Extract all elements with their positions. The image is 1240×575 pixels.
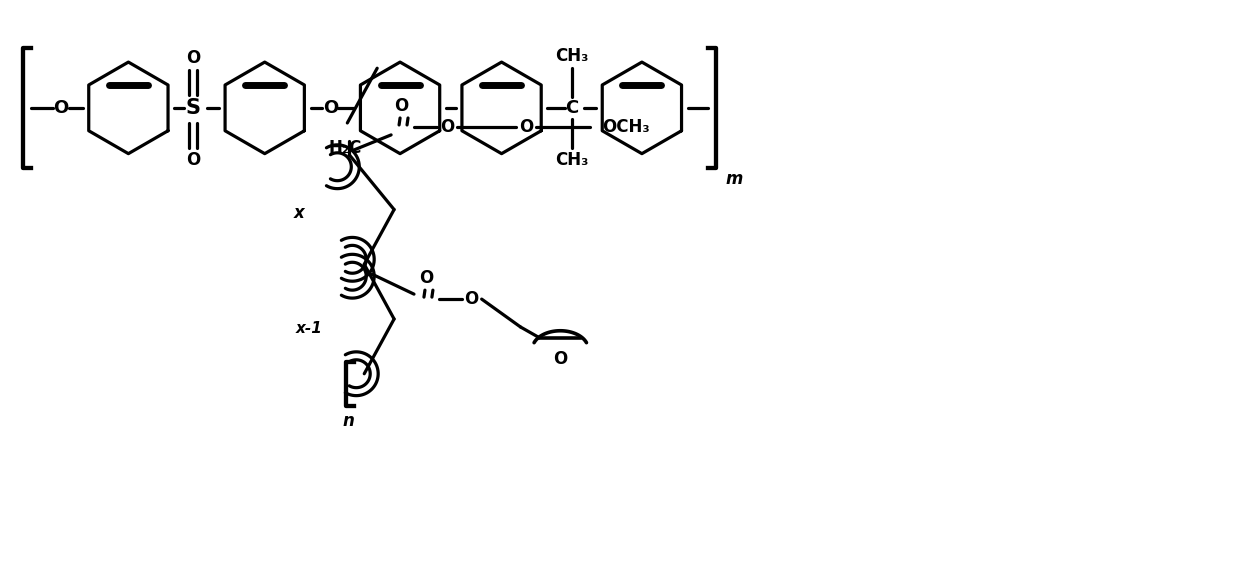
Text: n: n	[342, 412, 355, 430]
Text: O: O	[394, 97, 408, 115]
Text: CH₃: CH₃	[556, 47, 589, 65]
Text: x-1: x-1	[296, 321, 322, 336]
Text: O: O	[465, 290, 479, 308]
Text: O: O	[322, 99, 339, 117]
Text: CH₃: CH₃	[556, 151, 589, 168]
Text: m: m	[725, 170, 743, 187]
Text: H₂C: H₂C	[329, 139, 362, 157]
Text: x: x	[294, 204, 305, 221]
Text: O: O	[440, 118, 454, 136]
Text: S: S	[186, 98, 201, 118]
Text: O: O	[53, 99, 68, 117]
Text: C: C	[565, 99, 579, 117]
Text: O: O	[520, 118, 533, 136]
Text: O: O	[419, 269, 433, 287]
Text: O: O	[186, 49, 200, 67]
Text: OCH₃: OCH₃	[603, 118, 650, 136]
Text: O: O	[186, 151, 200, 168]
Text: O: O	[553, 350, 568, 368]
